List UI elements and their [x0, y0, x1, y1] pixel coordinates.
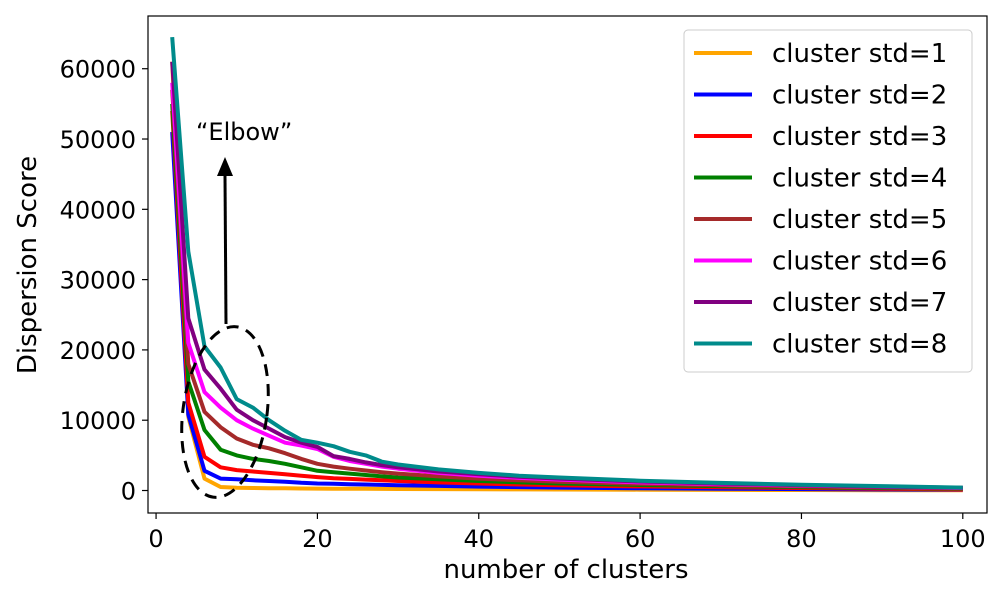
elbow-annotation-text: “Elbow”: [196, 118, 292, 146]
legend-label-5: cluster std=5: [772, 205, 947, 235]
y-tick-label: 40000: [60, 196, 136, 224]
series-layer: [170, 36, 963, 493]
x-tick-label: 0: [148, 525, 163, 553]
x-tick-label: 20: [302, 525, 333, 553]
y-axis: 0 10000 20000 30000 40000 50000 60000: [60, 56, 148, 506]
y-tick-label: 10000: [60, 407, 136, 435]
y-axis-title: Dispersion Score: [13, 156, 43, 374]
elbow-ellipse: [180, 325, 270, 499]
y-tick-label: 0: [121, 478, 136, 506]
elbow-arrow-head: [217, 157, 233, 176]
y-tick-label: 30000: [60, 267, 136, 295]
legend-box: [683, 29, 973, 373]
x-tick-label: 60: [625, 525, 656, 553]
legend-label-1: cluster std=1: [772, 39, 947, 69]
legend-label-8: cluster std=8: [772, 330, 947, 360]
legend-label-4: cluster std=4: [772, 164, 947, 194]
x-tick-label: 80: [786, 525, 817, 553]
legend: cluster std=1 cluster std=2 cluster std=3 c…: [683, 29, 973, 373]
series-line-8: [170, 36, 963, 490]
legend-label-7: cluster std=7: [772, 288, 947, 318]
y-tick-label: 60000: [60, 56, 136, 84]
x-tick-label: 40: [463, 525, 494, 553]
legend-label-2: cluster std=2: [772, 81, 947, 111]
elbow-annotation: “Elbow”: [180, 118, 292, 499]
y-tick-label: 50000: [60, 126, 136, 154]
x-axis: 0 20 40 60 80 100: [148, 513, 986, 553]
legend-label-3: cluster std=3: [772, 122, 947, 152]
elbow-arrow-shaft: [223, 175, 228, 325]
x-axis-title: number of clusters: [443, 555, 688, 585]
x-tick-label: 100: [940, 525, 986, 553]
plot-area-frame: [147, 15, 988, 514]
legend-label-6: cluster std=6: [772, 247, 947, 277]
y-tick-label: 20000: [60, 337, 136, 365]
